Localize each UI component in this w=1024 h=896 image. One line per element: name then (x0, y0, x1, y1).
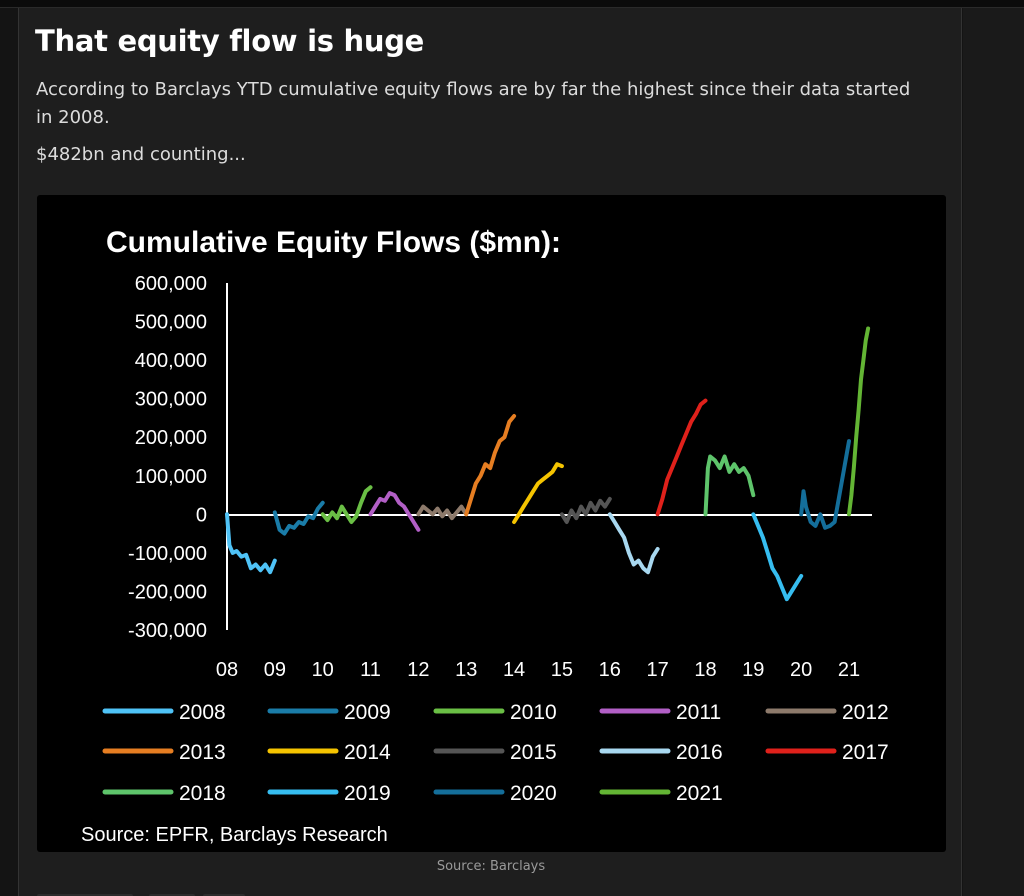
series-line-2010 (320, 485, 373, 524)
legend-label: 2014 (344, 741, 391, 764)
legend-item: 2008 (102, 701, 226, 724)
legend-label: 2012 (842, 701, 889, 724)
legend-label: 2017 (842, 741, 889, 764)
series-line-2008 (225, 512, 277, 575)
legend-item: 2010 (433, 701, 557, 724)
legend-item: 2011 (599, 701, 721, 724)
series-line-2011 (368, 491, 421, 532)
footer-stub (203, 894, 245, 896)
legend-label: 2011 (676, 701, 721, 724)
footer-stub (37, 894, 133, 896)
article-note: $482bn and counting... (36, 144, 246, 165)
article-headline: That equity flow is huge (35, 24, 425, 58)
y-tick-label: -200,000 (128, 581, 207, 603)
legend-label: 2021 (676, 782, 723, 805)
legend-label: 2018 (179, 782, 226, 805)
x-tick-label: 17 (646, 659, 668, 681)
x-tick-label: 16 (599, 659, 621, 681)
legend: 2008 2009 2010 2011 2012 2013 2014 2015 2016 2017… (102, 701, 889, 805)
series-line-2013 (464, 414, 517, 517)
top-bar (0, 0, 1024, 8)
legend-item: 2014 (267, 741, 391, 764)
footer-stub (149, 894, 195, 896)
y-tick-label: 100,000 (135, 466, 207, 488)
x-tick-label: 15 (551, 659, 573, 681)
legend-item: 2012 (765, 701, 889, 724)
y-tick-label: 600,000 (135, 273, 207, 295)
y-tick-label: 500,000 (135, 312, 207, 334)
x-tick-label: 12 (407, 659, 429, 681)
y-axis-ticks: 600,000 500,000 400,000 300,000 200,000 100,0… (128, 273, 207, 642)
y-tick-label: -100,000 (128, 543, 207, 565)
series-line-2009 (272, 500, 325, 536)
series-line-2021 (847, 326, 871, 517)
article-card: That equity flow is huge According to Ba… (18, 8, 962, 896)
legend-item: 2021 (599, 782, 723, 805)
legend-label: 2019 (344, 782, 391, 805)
series-line-2015 (559, 496, 612, 524)
legend-label: 2009 (344, 701, 391, 724)
legend-item: 2018 (102, 782, 226, 805)
series-lines (225, 326, 871, 602)
legend-item: 2015 (433, 741, 557, 764)
x-tick-label: 11 (360, 659, 381, 681)
y-tick-label: -300,000 (128, 620, 207, 642)
legend-item: 2013 (102, 741, 226, 764)
legend-item: 2019 (267, 782, 391, 805)
equity-flows-chart: Cumulative Equity Flows ($mn): 600,000 50… (81, 226, 889, 846)
legend-label: 2016 (676, 741, 723, 764)
right-gutter (963, 8, 1024, 896)
chart-figure: Cumulative Equity Flows ($mn): 600,000 50… (37, 195, 946, 852)
legend-label: 2015 (510, 741, 557, 764)
y-tick-label: 200,000 (135, 427, 207, 449)
legend-item: 2016 (599, 741, 723, 764)
x-tick-label: 21 (838, 659, 860, 681)
legend-item: 2017 (765, 741, 889, 764)
series-line-2019 (751, 512, 804, 602)
legend-item: 2020 (433, 782, 557, 805)
x-tick-label: 14 (503, 659, 525, 681)
image-caption: Source: Barclays (436, 859, 546, 874)
chart-title: Cumulative Equity Flows ($mn): (106, 226, 561, 259)
legend-label: 2013 (179, 741, 226, 764)
x-tick-label: 19 (742, 659, 764, 681)
y-tick-label: 300,000 (135, 389, 207, 411)
y-tick-label: 0 (196, 504, 207, 526)
legend-item: 2009 (267, 701, 391, 724)
series-line-2016 (607, 512, 660, 575)
legend-label: 2010 (510, 701, 557, 724)
series-line-2014 (512, 462, 564, 524)
chart-source: Source: EPFR, Barclays Research (81, 824, 388, 846)
x-tick-label: 09 (264, 659, 286, 681)
x-tick-label: 20 (790, 659, 812, 681)
y-tick-label: 400,000 (135, 350, 207, 372)
series-line-2012 (416, 504, 469, 521)
x-tick-label: 13 (455, 659, 477, 681)
article-lede: According to Barclays YTD cumulative equ… (36, 79, 911, 128)
x-tick-label: 10 (312, 659, 334, 681)
x-tick-label: 08 (216, 659, 238, 681)
legend-label: 2020 (510, 782, 557, 805)
x-tick-label: 18 (694, 659, 716, 681)
series-line-2020 (799, 439, 851, 530)
x-axis-ticks: 08 09 10 11 12 13 14 15 16 17 18 19 20 21 (216, 659, 860, 681)
series-line-2018 (703, 454, 756, 517)
legend-label: 2008 (179, 701, 226, 724)
series-line-2017 (655, 398, 708, 517)
